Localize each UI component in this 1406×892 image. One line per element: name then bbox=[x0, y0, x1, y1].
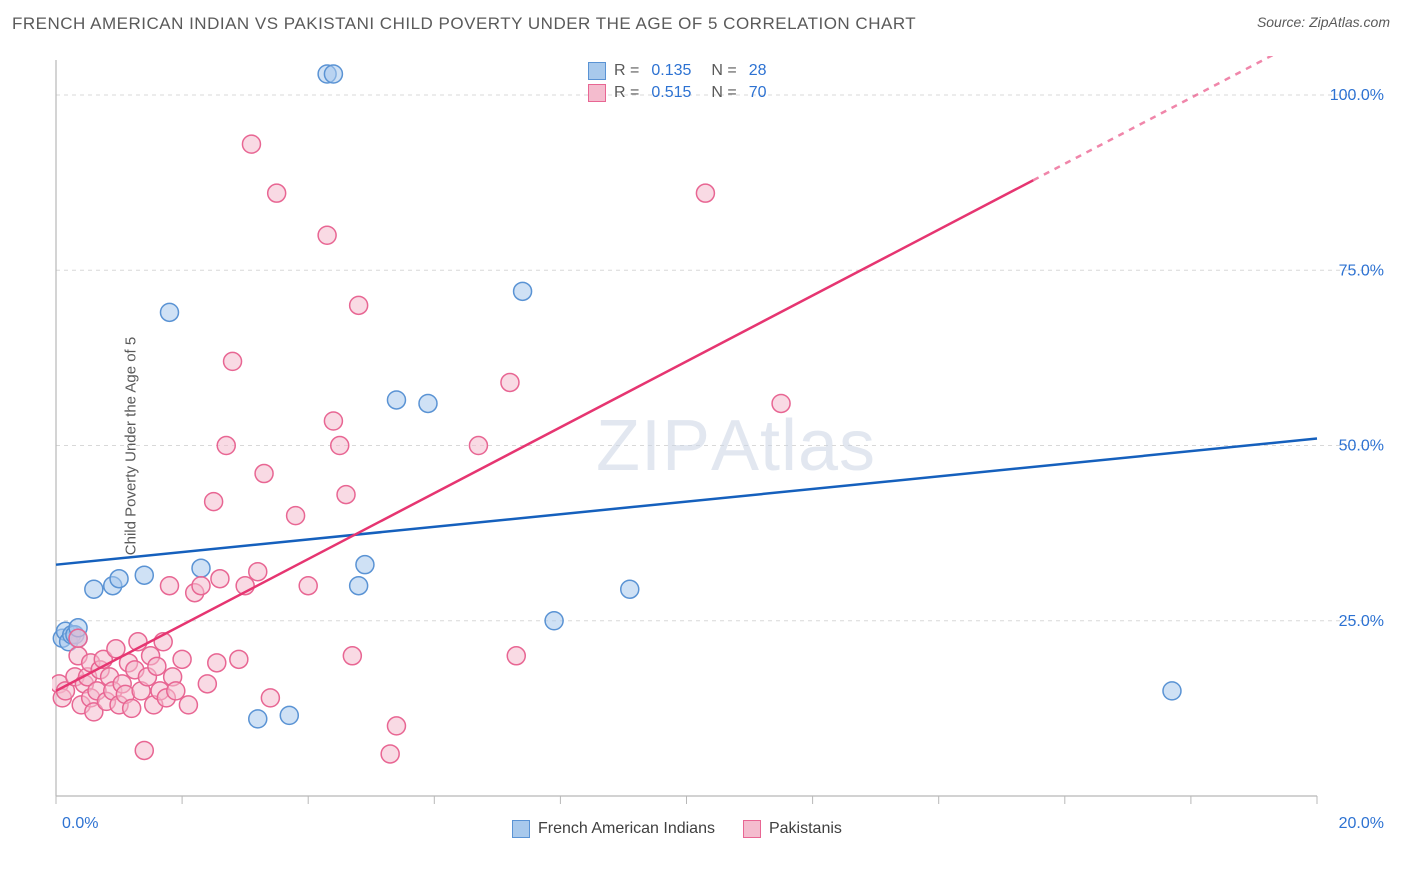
legend-correlation-row: R =0.135 N =28 bbox=[588, 62, 771, 80]
plot-area: 25.0%50.0%75.0%100.0%0.0%20.0% ZIPAtlas … bbox=[52, 56, 1392, 836]
svg-text:25.0%: 25.0% bbox=[1339, 613, 1384, 630]
legend-series: French American Indians Pakistanis bbox=[512, 820, 842, 838]
svg-text:20.0%: 20.0% bbox=[1339, 815, 1384, 832]
legend-series-item: Pakistanis bbox=[743, 820, 842, 838]
legend-correlation-row: R =0.515 N =70 bbox=[588, 84, 771, 102]
legend-series-item: French American Indians bbox=[512, 820, 715, 838]
svg-text:50.0%: 50.0% bbox=[1339, 438, 1384, 455]
source-label: Source: ZipAtlas.com bbox=[1257, 14, 1390, 30]
chart-svg: 25.0% 50.0% 75.0% 100.0% 0.0% 20.0% bbox=[52, 56, 1392, 836]
svg-text:75.0%: 75.0% bbox=[1339, 262, 1384, 279]
svg-text:0.0%: 0.0% bbox=[62, 815, 98, 832]
chart-title: FRENCH AMERICAN INDIAN VS PAKISTANI CHIL… bbox=[12, 14, 916, 34]
svg-text:100.0%: 100.0% bbox=[1330, 87, 1384, 104]
legend-correlation: R =0.135 N =28 R =0.515 N =70 bbox=[588, 62, 771, 106]
